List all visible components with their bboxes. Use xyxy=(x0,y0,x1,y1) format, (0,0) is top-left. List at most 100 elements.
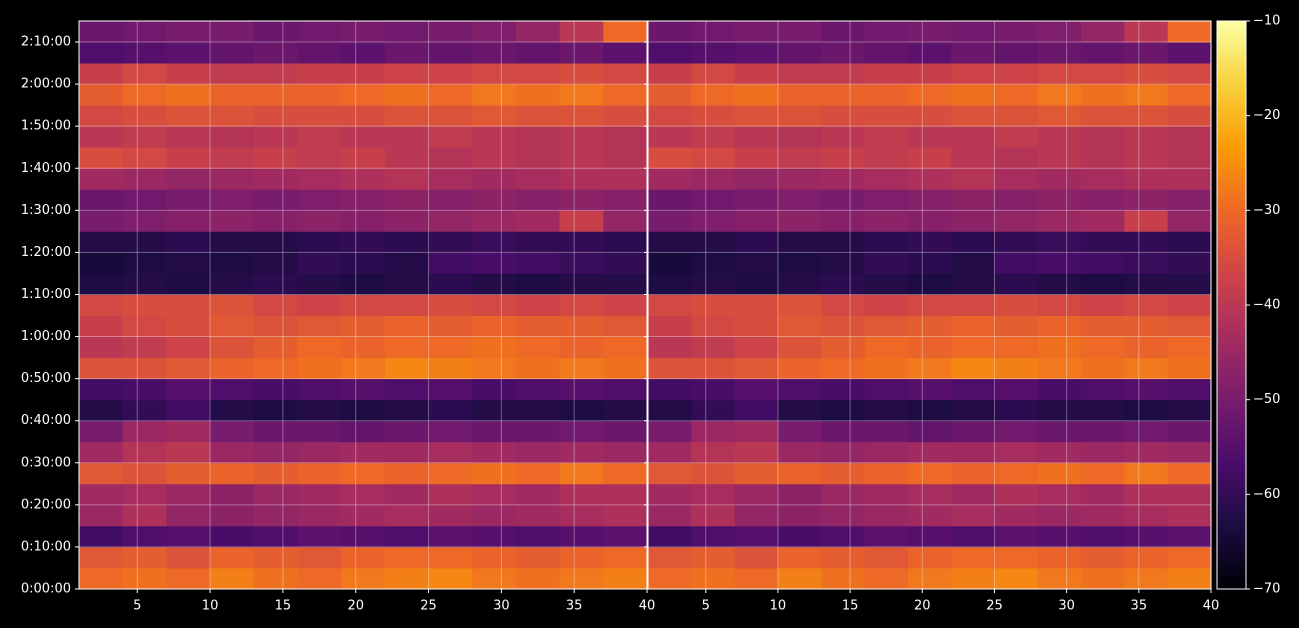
heatmap-cell xyxy=(559,378,604,401)
heatmap-cell xyxy=(341,231,386,253)
heatmap-cell xyxy=(1167,252,1212,274)
heatmap-cell xyxy=(994,63,1039,85)
heatmap-cell xyxy=(648,168,692,190)
heatmap-cell xyxy=(384,84,429,106)
heatmap-cell xyxy=(777,420,822,443)
heatmap-cell xyxy=(821,378,865,401)
heatmap-cell xyxy=(1037,462,1082,485)
heatmap-cell xyxy=(122,21,167,43)
heatmap-cell xyxy=(559,273,604,295)
heatmap-cell xyxy=(341,210,386,232)
heatmap-cell xyxy=(472,315,517,337)
heatmap-cell xyxy=(210,462,255,485)
heatmap-cell xyxy=(1081,462,1125,485)
heatmap-cell xyxy=(994,273,1039,295)
heatmap-cell xyxy=(210,42,255,64)
heatmap-cell xyxy=(951,42,995,64)
heatmap-cell xyxy=(384,189,429,211)
heatmap-cell xyxy=(1124,483,1169,506)
heatmap-cell xyxy=(384,504,429,527)
y-tick-label: 2:10:00 xyxy=(21,35,71,50)
heatmap-cell xyxy=(210,294,255,316)
heatmap-cell xyxy=(1037,21,1082,43)
heatmap-cell xyxy=(341,147,386,169)
heatmap-cell xyxy=(951,441,995,464)
colorbar-tick-label: −60 xyxy=(1253,487,1280,502)
heatmap-cell xyxy=(1124,21,1169,43)
heatmap-cell xyxy=(864,504,909,527)
heatmap-cell xyxy=(821,546,865,569)
heatmap-cell xyxy=(515,525,561,548)
heatmap-cell xyxy=(864,168,909,190)
heatmap-cell xyxy=(166,168,211,190)
heatmap-cell xyxy=(994,336,1039,358)
heatmap-cell xyxy=(951,105,995,127)
heatmap-cell xyxy=(907,168,952,190)
heatmap-cell xyxy=(428,189,473,211)
heatmap-cell xyxy=(122,462,167,485)
heatmap-cell xyxy=(603,357,648,380)
heatmap-cell xyxy=(1081,420,1125,443)
heatmap-cell xyxy=(1167,483,1212,506)
heatmap-cell xyxy=(864,147,909,169)
heatmap-cell xyxy=(210,357,255,380)
heatmap-cell xyxy=(384,147,429,169)
heatmap-cell xyxy=(1124,378,1169,401)
heatmap-cell xyxy=(1124,420,1169,443)
heatmap-cell xyxy=(472,357,517,380)
heatmap-cell xyxy=(1124,357,1169,380)
heatmap-cell xyxy=(384,315,429,337)
heatmap-cell xyxy=(428,483,473,506)
heatmap-cell xyxy=(821,21,865,43)
heatmap-cell xyxy=(341,420,386,443)
heatmap-cell xyxy=(951,252,995,274)
heatmap-cell xyxy=(297,84,342,106)
heatmap-cell xyxy=(472,483,517,506)
heatmap-cell xyxy=(384,378,429,401)
heatmap-cell xyxy=(384,210,429,232)
heatmap-cell xyxy=(603,525,648,548)
heatmap-cell xyxy=(122,84,167,106)
heatmap-cell xyxy=(951,147,995,169)
heatmap-cell xyxy=(428,504,473,527)
heatmap-cell xyxy=(1167,105,1212,127)
heatmap-cell xyxy=(79,189,124,211)
heatmap-cell xyxy=(210,126,255,148)
heatmap-cell xyxy=(210,210,255,232)
heatmap-cell xyxy=(734,294,779,316)
heatmap-cell xyxy=(994,84,1039,106)
heatmap-cell xyxy=(297,63,342,85)
heatmap-cell xyxy=(122,105,167,127)
heatmap-cell xyxy=(428,315,473,337)
heatmap-cell xyxy=(472,441,517,464)
heatmap-cell xyxy=(210,441,255,464)
heatmap-cell xyxy=(384,399,429,422)
heatmap-cell xyxy=(1167,567,1212,590)
heatmap-cell xyxy=(297,483,342,506)
heatmap-cell xyxy=(777,273,822,295)
heatmap-cell xyxy=(253,126,298,148)
y-tick-label: 2:00:00 xyxy=(21,77,71,92)
heatmap-cell xyxy=(166,441,211,464)
heatmap-cell xyxy=(122,63,167,85)
heatmap-cell xyxy=(210,63,255,85)
heatmap-cell xyxy=(734,189,779,211)
heatmap-cell xyxy=(734,147,779,169)
heatmap-cell xyxy=(907,399,952,422)
heatmap-cell xyxy=(1037,273,1082,295)
heatmap-cell xyxy=(122,231,167,253)
heatmap-cell xyxy=(166,105,211,127)
heatmap-cell xyxy=(1037,168,1082,190)
heatmap-cell xyxy=(951,189,995,211)
heatmap-cell xyxy=(166,210,211,232)
heatmap-cell xyxy=(253,84,298,106)
heatmap-cell xyxy=(166,294,211,316)
axes-frame xyxy=(78,20,648,590)
heatmap-cell xyxy=(864,483,909,506)
heatmap-cell xyxy=(384,336,429,358)
heatmap-cell xyxy=(603,147,648,169)
heatmap-cell xyxy=(603,546,648,569)
heatmap-cell xyxy=(777,504,822,527)
heatmap-cell xyxy=(428,168,473,190)
heatmap-cell xyxy=(210,546,255,569)
